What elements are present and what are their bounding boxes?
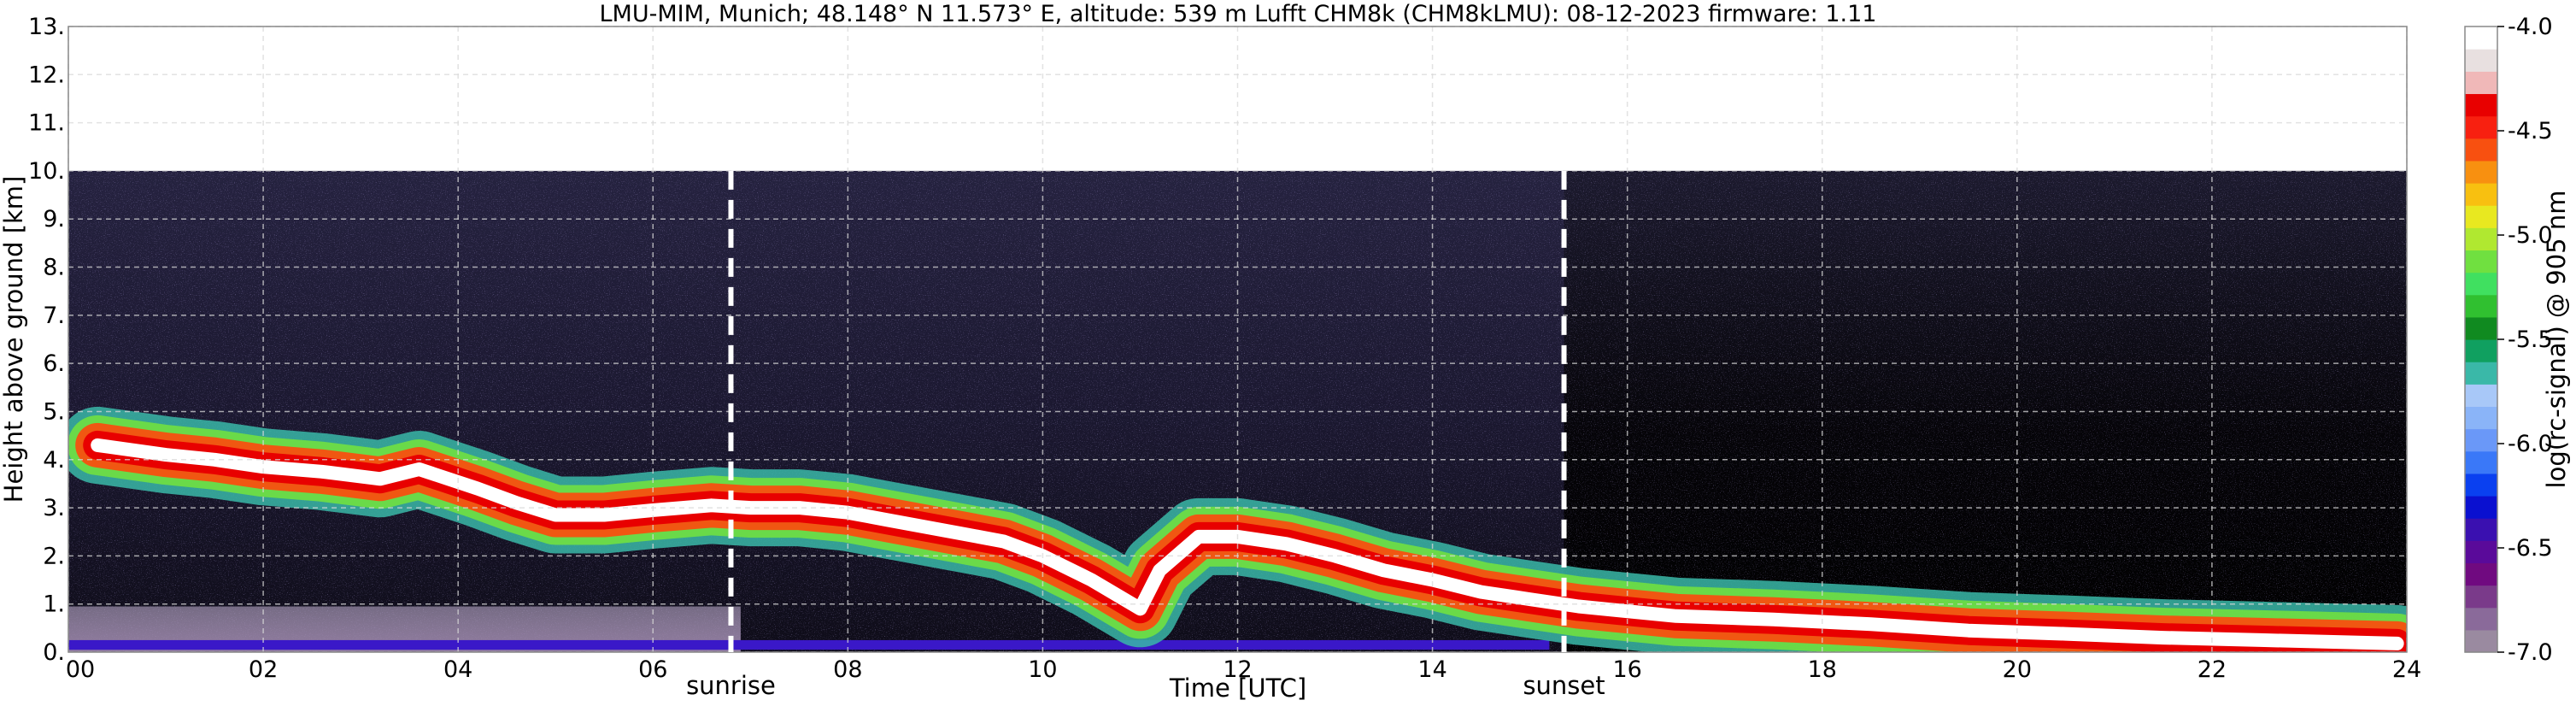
colorbar-tick-label: -5.0 [2508, 222, 2553, 249]
colorbar-segment [2465, 518, 2497, 541]
x-axis-label: Time [UTC] [1169, 674, 1306, 703]
annotation-label: sunrise [686, 671, 776, 700]
plot-frame [67, 26, 2408, 653]
colorbar-segment [2465, 450, 2497, 474]
colorbar-segment [2465, 93, 2497, 117]
colorbar-segment [2465, 585, 2497, 609]
colorbar-segment [2465, 362, 2497, 385]
y-tick-label: 7. [43, 303, 65, 329]
colorbar-segment [2465, 160, 2497, 184]
x-tick-label: 06 [638, 656, 667, 683]
x-tick-labels: 00 02 04 06 08 10 12 14 16 18 20 22 24 [66, 656, 2421, 683]
y-tick-labels: 0. 1. 2. 3. 4. 5. 6. 7. 8. 9. 10. 11. 12. 13. [28, 14, 65, 666]
y-tick-label: 13. [28, 14, 65, 40]
x-tick-label: 08 [833, 656, 862, 683]
colorbar-tick-label: -6.0 [2508, 431, 2553, 457]
y-tick-label: 1. [43, 591, 65, 618]
colorbar-segment [2465, 316, 2497, 340]
colorbar-segment [2465, 629, 2497, 653]
x-tick-label: 04 [443, 656, 472, 683]
colorbar-segment [2465, 473, 2497, 497]
y-tick-label: 5. [43, 398, 65, 425]
y-tick-label: 4. [43, 447, 65, 474]
colorbar-tick-label: -6.5 [2508, 535, 2553, 562]
colorbar-segment [2465, 272, 2497, 296]
x-tick-label: 22 [2198, 656, 2227, 683]
colorbar-segment [2465, 428, 2497, 452]
y-tick-label: 9. [43, 206, 65, 232]
x-tick-label: 20 [2003, 656, 2032, 683]
colorbar-segment [2465, 339, 2497, 362]
y-axis-label: Height above ground [km] [0, 176, 28, 503]
colorbar-segment [2465, 49, 2497, 72]
near-ground-band [68, 639, 1550, 650]
colorbar-segment [2465, 138, 2497, 162]
colorbar-segment [2465, 562, 2497, 586]
colorbar-segment [2465, 540, 2497, 564]
y-tick-label: 11. [28, 110, 65, 137]
y-tick-label: 0. [43, 639, 65, 666]
colorbar-segment [2465, 250, 2497, 274]
y-tick-label: 3. [43, 495, 65, 521]
colorbar-tick-labels: -7.0 -6.5 -6.0 -5.5 -5.0 -4.5 -4.0 [2497, 14, 2553, 666]
chart-title: LMU-MIM, Munich; 48.148° N 11.573° E, al… [600, 1, 1877, 27]
colorbar-label: log(rc-signal) @ 905 nm [2542, 191, 2571, 489]
colorbar-tick-label: -7.0 [2508, 639, 2553, 666]
x-tick-label: 10 [1028, 656, 1057, 683]
colorbar-tick-label: -5.5 [2508, 327, 2553, 353]
colorbar-segment [2465, 115, 2497, 139]
y-tick-label: 12. [28, 62, 65, 88]
x-tick-label: 16 [1612, 656, 1641, 683]
y-tick-label: 8. [43, 255, 65, 281]
annotation-label: sunset [1523, 671, 1605, 700]
x-tick-label: 02 [249, 656, 278, 683]
colorbar-segment [2465, 227, 2497, 251]
x-tick-label: 12 [1223, 656, 1252, 683]
colorbar-segment [2465, 384, 2497, 408]
colorbar-segment [2465, 71, 2497, 95]
colorbar-segment [2465, 294, 2497, 318]
colorbar-segment [2465, 183, 2497, 206]
colorbar-segment [2465, 406, 2497, 430]
colorbar-segment [2465, 26, 2497, 50]
annotations: sunrise sunset [686, 170, 1605, 700]
y-tick-label: 10. [28, 158, 65, 185]
colorbar-tick-label: -4.5 [2508, 118, 2553, 144]
x-tick-label: 18 [1808, 656, 1837, 683]
colorbar-segment [2465, 496, 2497, 519]
x-tick-label: 14 [1417, 656, 1446, 683]
colorbar-segment [2465, 205, 2497, 228]
x-tick-label: 00 [66, 656, 95, 683]
colorbar [2464, 26, 2498, 653]
x-tick-label: 24 [2392, 656, 2421, 683]
colorbar-tick-label: -4.0 [2508, 14, 2553, 40]
colorbar-segment [2465, 607, 2497, 631]
y-tick-label: 2. [43, 543, 65, 569]
y-tick-label: 6. [43, 350, 65, 377]
